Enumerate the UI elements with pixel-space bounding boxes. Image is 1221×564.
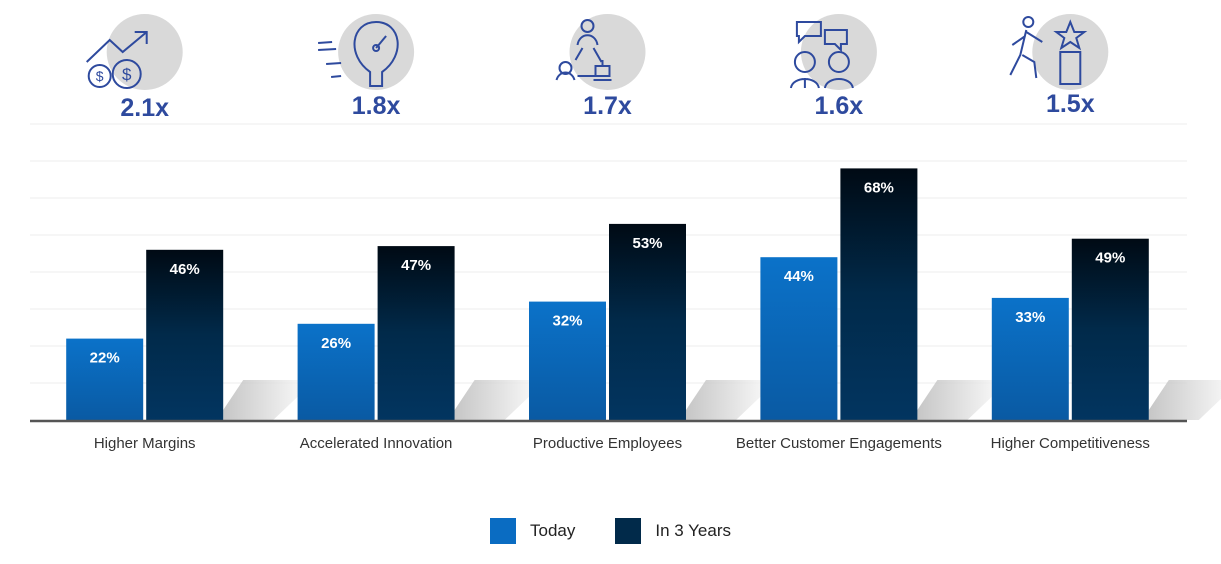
- legend-item-today: Today: [490, 518, 575, 544]
- data-label-today: 44%: [784, 268, 814, 285]
- legend-swatch-in-3-years: [615, 518, 642, 544]
- bar-in-3-years: [377, 246, 455, 420]
- person-reaching-star-icon: [1009, 14, 1109, 90]
- bar-shadow: [917, 380, 1010, 420]
- multiplier-label: 1.7x: [583, 92, 632, 120]
- legend-label-today: Today: [530, 521, 576, 540]
- category-label: Higher Competitiveness: [990, 435, 1150, 452]
- bar-shadow: [686, 380, 778, 420]
- category-label: Better Customer Engagements: [735, 435, 942, 452]
- data-label-in-3-years: 47%: [401, 257, 431, 274]
- bar-in-3-years: [840, 168, 918, 420]
- data-label-today: 33%: [1015, 309, 1045, 326]
- data-label-in-3-years: 49%: [1095, 250, 1125, 267]
- people-robot-network-icon: [555, 14, 646, 90]
- legend: Today In 3 Years: [0, 518, 1221, 544]
- category-label: Accelerated Innovation: [299, 435, 453, 452]
- multiplier-label: 1.5x: [1045, 90, 1095, 118]
- multiplier-label: 1.8x: [351, 92, 401, 120]
- bar-in-3-years: [609, 223, 686, 420]
- legend-swatch-today: [490, 518, 516, 544]
- legend-label-in-3-years: In 3 Years: [655, 521, 731, 540]
- data-label-today: 32%: [552, 313, 582, 330]
- bar-today: [297, 323, 375, 420]
- bar-in-3-years: [1071, 238, 1149, 420]
- svg-text:$: $: [122, 65, 132, 84]
- svg-text:$: $: [96, 68, 104, 84]
- data-label-in-3-years: 46%: [170, 261, 200, 278]
- category-label: Productive Employees: [532, 435, 683, 452]
- bar-shadow: [454, 380, 547, 420]
- bar-today: [760, 257, 838, 420]
- bar-today: [66, 338, 144, 420]
- bar-shadow: [1148, 380, 1221, 420]
- multiplier-label: 2.1x: [120, 94, 170, 122]
- lightbulb-icon: [318, 14, 415, 90]
- data-label-today: 26%: [321, 335, 351, 352]
- category-label: Higher Margins: [93, 435, 196, 452]
- bar-in-3-years: [146, 249, 224, 420]
- data-label-in-3-years: 68%: [864, 179, 894, 196]
- data-label-today: 22%: [90, 350, 120, 367]
- multiplier-label: 1.6x: [814, 92, 864, 120]
- rising-money-icon: $ $: [86, 14, 183, 90]
- data-label-in-3-years: 53%: [632, 235, 662, 252]
- legend-item-in-3-years: In 3 Years: [615, 518, 731, 544]
- bar-today: [529, 301, 606, 420]
- customer-conversation-icon: [789, 14, 877, 90]
- bar-today: [991, 297, 1069, 420]
- bar-shadow: [223, 380, 316, 420]
